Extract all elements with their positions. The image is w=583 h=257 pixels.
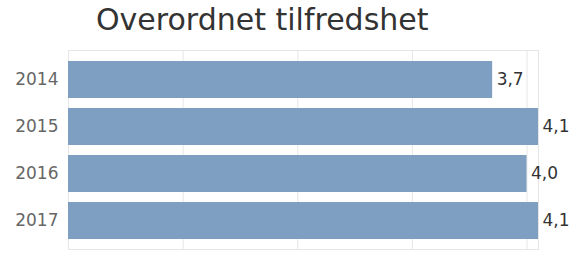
svg-text:2016: 2016 — [15, 163, 58, 183]
svg-text:3,7: 3,7 — [497, 69, 524, 89]
html-text:Overordnet tilfredshet: Overordnet tilfredshet — [96, 2, 429, 37]
svg-text:4,0: 4,0 — [531, 163, 558, 183]
svg-text:4,1: 4,1 — [543, 210, 570, 230]
svg-text:4,1: 4,1 — [543, 116, 570, 136]
svg-text:2014: 2014 — [15, 69, 58, 89]
svg-text:2015: 2015 — [15, 116, 58, 136]
svg-text:2017: 2017 — [15, 210, 58, 230]
